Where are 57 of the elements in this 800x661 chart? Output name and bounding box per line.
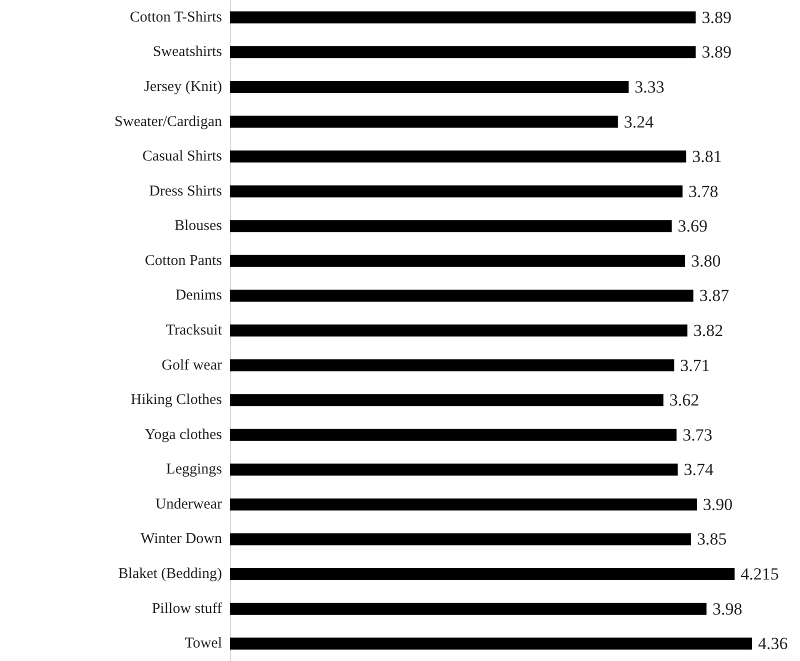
bar [230, 498, 697, 510]
bar [230, 568, 735, 580]
data-label: 3.74 [684, 460, 714, 480]
data-label: 3.80 [690, 251, 721, 270]
y-tick-label: Casual Shirts [142, 148, 222, 165]
y-tick-label: Jersey (Knit) [144, 78, 222, 95]
bar [230, 394, 664, 406]
bar [230, 46, 696, 58]
data-label: 3.82 [693, 321, 724, 340]
bar [230, 638, 752, 650]
y-tick-label: Yoga clothes [144, 426, 222, 443]
data-label: 3.90 [702, 494, 733, 514]
bar [230, 428, 677, 441]
y-tick-label: Tracksuit [166, 322, 223, 338]
y-tick-label: Towel [184, 636, 222, 652]
y-tick-label: Cotton T-Shirts [130, 9, 222, 26]
bar [230, 359, 674, 372]
data-label: 3.69 [678, 216, 708, 236]
data-label: 3.62 [669, 390, 700, 410]
bar [230, 116, 618, 128]
bar [230, 220, 672, 232]
y-tick-label: Cotton Pants [144, 252, 222, 269]
data-label: 3.89 [702, 8, 732, 27]
bar [230, 290, 694, 302]
data-label: 3.85 [696, 530, 727, 549]
data-label: 3.33 [634, 77, 664, 96]
data-label: 3.98 [712, 599, 742, 618]
bar [230, 254, 685, 267]
data-label: 3.24 [624, 112, 654, 132]
data-label: 3.78 [688, 182, 718, 201]
y-tick-label: Sweater/Cardigan [114, 114, 222, 130]
y-tick-label: Underwear [155, 496, 222, 512]
y-tick-label: Pillow stuff [152, 600, 222, 617]
data-label: 3.87 [699, 286, 730, 306]
data-label: 4.215 [740, 564, 779, 584]
y-tick-label: Dress Shirts [149, 183, 222, 200]
bar [230, 533, 691, 546]
bar [230, 602, 707, 615]
data-label: 3.81 [692, 147, 722, 166]
bar [230, 324, 688, 336]
bar [230, 464, 678, 476]
y-tick-label: Hiking Clothes [130, 392, 222, 408]
bar [230, 11, 696, 24]
y-tick-label: Blouses [174, 218, 222, 234]
y-tick-label: Denims [175, 288, 222, 304]
y-tick-label: Leggings [166, 462, 222, 478]
y-tick-label: Sweatshirts [152, 44, 222, 60]
y-tick-label: Golf wear [162, 357, 222, 374]
data-label: 4.36 [758, 634, 788, 654]
y-tick-label: Winter Down [140, 531, 222, 548]
bar [230, 185, 683, 198]
y-tick-label: Blaket (Bedding) [118, 566, 222, 582]
bar [230, 80, 629, 93]
bar [230, 150, 686, 163]
data-label: 3.89 [702, 42, 732, 62]
data-label: 3.73 [682, 425, 712, 444]
data-label: 3.71 [680, 356, 710, 375]
